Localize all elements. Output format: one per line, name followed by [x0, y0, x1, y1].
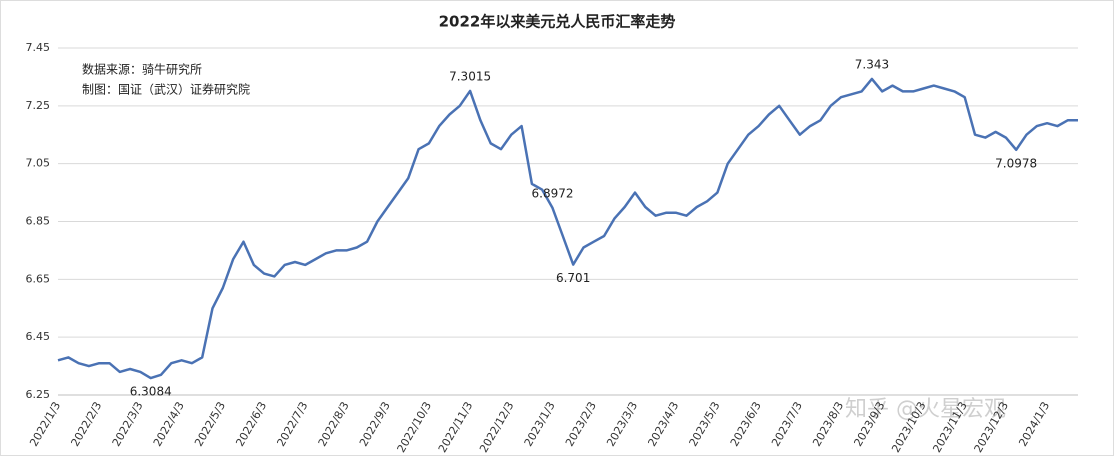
source-note: 数据来源：骑牛研究所 [82, 62, 202, 77]
y-tick-label: 6.25 [26, 388, 51, 401]
annotation: 7.3015 [449, 69, 491, 83]
annotation: 7.0978 [995, 156, 1037, 170]
y-tick-label: 7.45 [26, 41, 51, 54]
y-tick-label: 6.65 [26, 272, 51, 285]
watermark: 知乎 @火星宏观 [845, 397, 1006, 422]
source-note: 制图：国证（武汉）证券研究院 [82, 82, 250, 97]
y-tick-label: 7.25 [26, 99, 51, 112]
line [57, 77, 1078, 380]
annotation: 7.343 [855, 57, 889, 71]
annotation: 6.701 [556, 271, 590, 285]
y-tick-label: 6.85 [26, 215, 51, 228]
y-tick-label: 6.45 [26, 330, 51, 343]
chart-title: 2022年以来美元兑人民币汇率走势 [439, 13, 676, 31]
annotation: 6.8972 [532, 186, 574, 200]
y-tick-label: 7.05 [26, 157, 51, 170]
annotation: 6.3084 [130, 385, 172, 399]
